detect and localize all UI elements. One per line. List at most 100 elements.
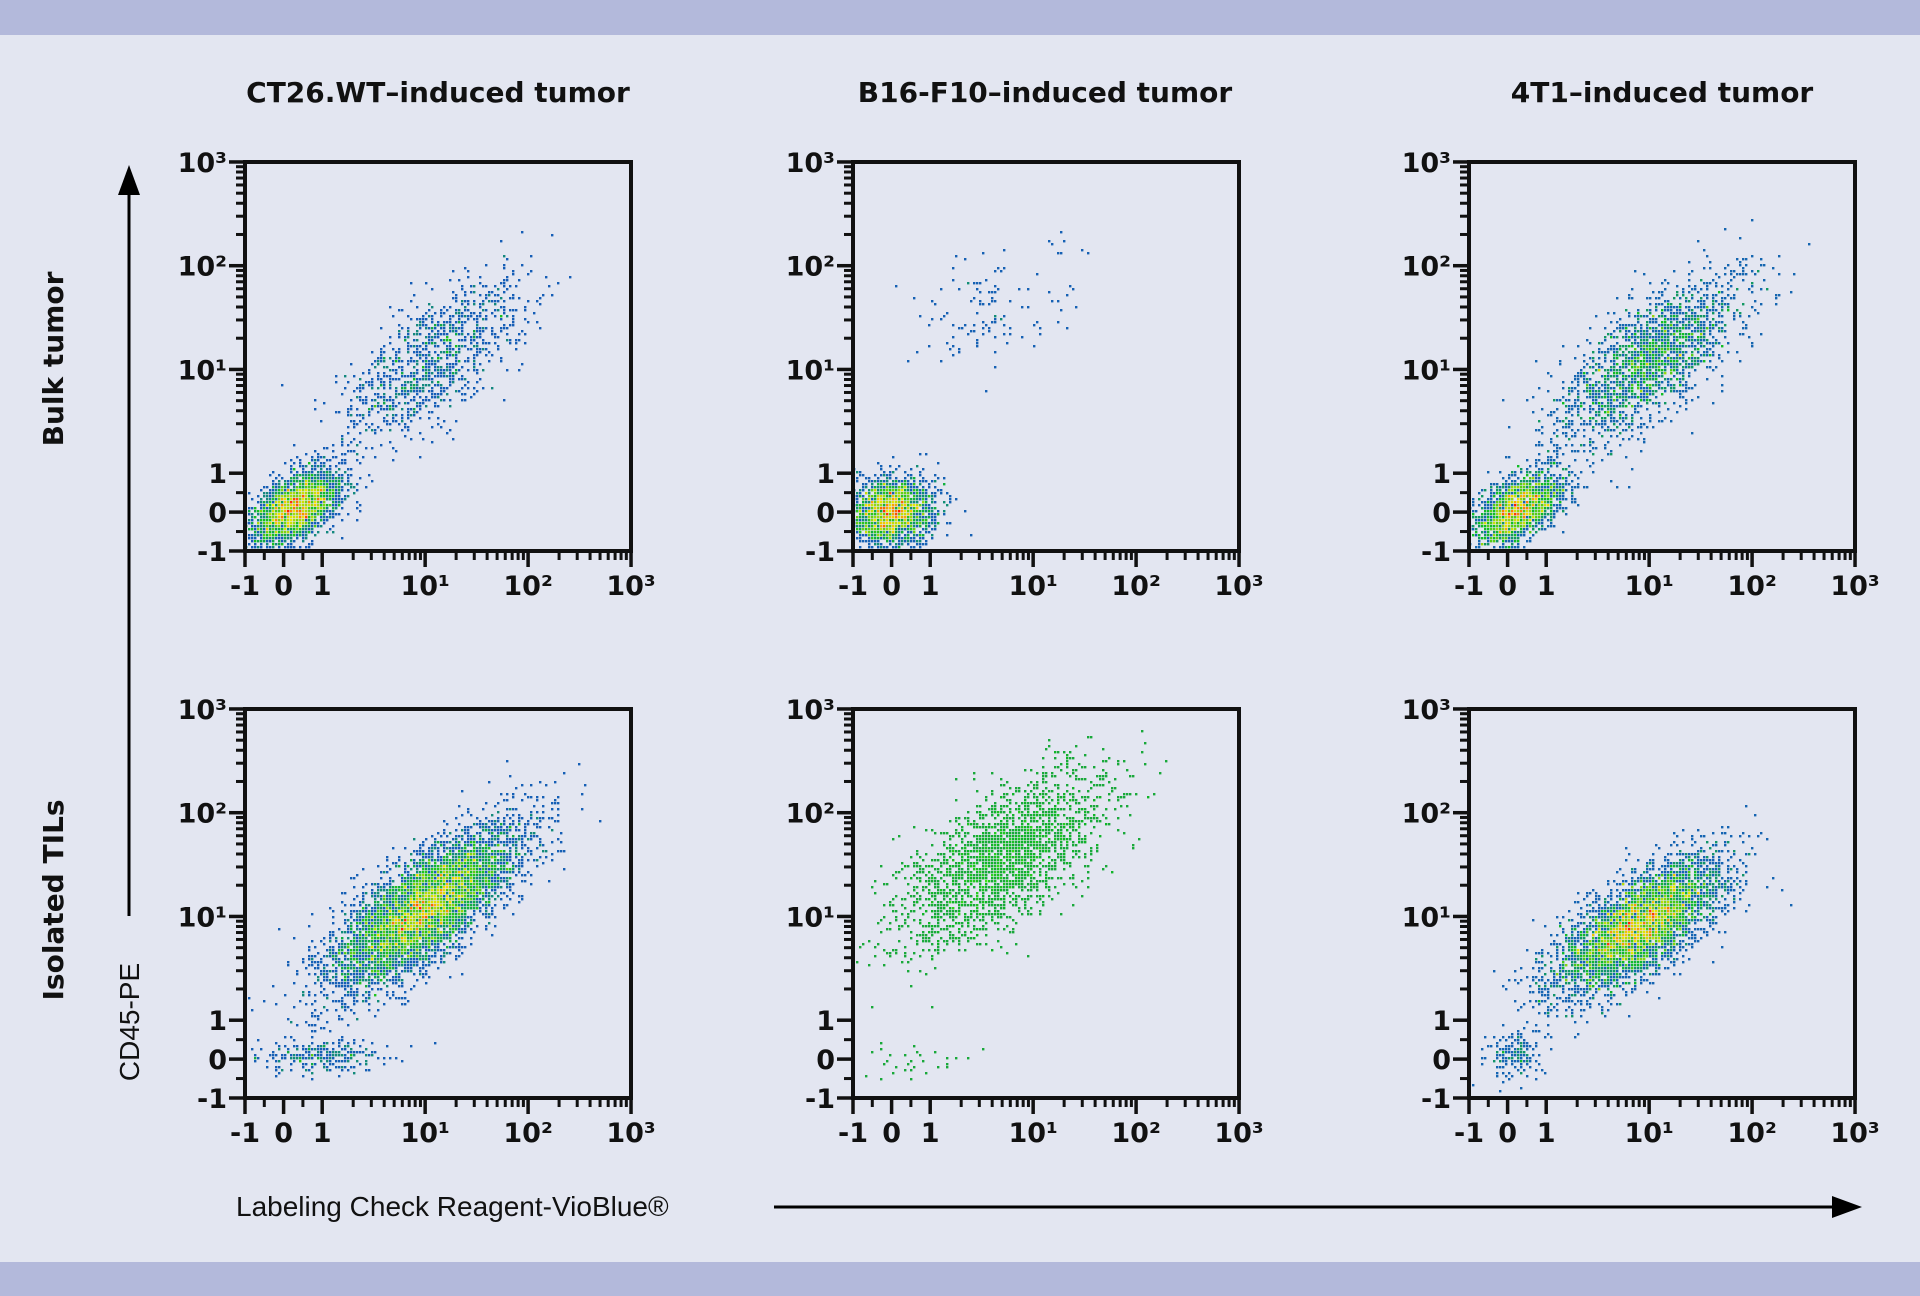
event-bin xyxy=(425,378,428,381)
event-bin xyxy=(287,507,290,510)
event-bin xyxy=(1778,255,1781,258)
event-bin xyxy=(404,381,407,384)
event-bin xyxy=(458,312,461,315)
event-bin xyxy=(1706,348,1709,351)
event-bin xyxy=(1625,327,1628,330)
event-bin xyxy=(470,835,473,838)
event-bin xyxy=(1496,528,1499,531)
event-bin xyxy=(1538,429,1541,432)
event-bin xyxy=(305,492,308,495)
event-bin xyxy=(862,507,865,510)
event-bin xyxy=(287,516,290,519)
event-bin xyxy=(907,525,910,528)
event-bin xyxy=(1697,318,1700,321)
event-bin xyxy=(500,282,503,285)
event-bin xyxy=(359,510,362,513)
event-bin xyxy=(991,300,994,303)
event-bin xyxy=(341,462,344,465)
event-bin xyxy=(1493,483,1496,486)
event-bin xyxy=(419,862,422,865)
event-bin xyxy=(1604,447,1607,450)
event-bin xyxy=(263,495,266,498)
event-bin xyxy=(449,315,452,318)
event-bin xyxy=(1607,378,1610,381)
event-bin xyxy=(416,354,419,357)
event-bin xyxy=(1484,525,1487,528)
event-bin xyxy=(1682,312,1685,315)
event-bin xyxy=(1700,315,1703,318)
event-bin xyxy=(254,543,257,546)
event-bin xyxy=(1559,462,1562,465)
event-bin xyxy=(1562,420,1565,423)
event-bin xyxy=(1661,363,1664,366)
event-bin xyxy=(425,366,428,369)
event-bin xyxy=(488,841,491,844)
event-bin xyxy=(1523,531,1526,534)
event-bin xyxy=(862,486,865,489)
event-bin xyxy=(449,330,452,333)
event-bin xyxy=(910,486,913,489)
event-bin xyxy=(1571,444,1574,447)
event-bin xyxy=(1601,417,1604,420)
event-bin xyxy=(485,850,488,853)
event-bin xyxy=(512,793,515,796)
event-bin xyxy=(1514,495,1517,498)
event-bin xyxy=(1529,501,1532,504)
event-bin xyxy=(488,829,491,832)
event-bin xyxy=(940,288,943,291)
event-bin xyxy=(1706,255,1709,258)
event-bin xyxy=(281,507,284,510)
event-bin xyxy=(272,516,275,519)
event-bin xyxy=(1628,390,1631,393)
event-bin xyxy=(425,336,428,339)
event-bin xyxy=(281,540,284,543)
event-bin xyxy=(1652,375,1655,378)
event-bin xyxy=(422,366,425,369)
event-bin xyxy=(937,513,940,516)
event-bin xyxy=(1655,348,1658,351)
event-bin xyxy=(886,522,889,525)
event-bin xyxy=(362,417,365,420)
event-bin xyxy=(901,516,904,519)
event-bin xyxy=(485,327,488,330)
event-bin xyxy=(1625,336,1628,339)
event-bin xyxy=(302,540,305,543)
event-bin xyxy=(1637,336,1640,339)
event-bin xyxy=(326,447,329,450)
event-bin xyxy=(506,826,509,829)
event-bin xyxy=(856,492,859,495)
event-bin xyxy=(266,513,269,516)
event-bin xyxy=(862,522,865,525)
event-bin xyxy=(1517,465,1520,468)
event-bin xyxy=(518,297,521,300)
event-bin xyxy=(1628,351,1631,354)
event-bin xyxy=(1676,321,1679,324)
event-bin xyxy=(290,507,293,510)
event-bin xyxy=(868,510,871,513)
event-bin xyxy=(407,363,410,366)
event-bin xyxy=(976,345,979,348)
event-bin xyxy=(898,522,901,525)
event-bin xyxy=(410,375,413,378)
event-bin xyxy=(898,486,901,489)
event-bin xyxy=(386,405,389,408)
event-bin xyxy=(248,534,251,537)
event-bin xyxy=(892,471,895,474)
event-bin xyxy=(1691,270,1694,273)
event-bin xyxy=(1625,399,1628,402)
event-bin xyxy=(868,546,871,549)
event-bin xyxy=(287,498,290,501)
event-bin xyxy=(1574,459,1577,462)
event-bin xyxy=(886,519,889,522)
event-bin xyxy=(473,859,476,862)
event-bin xyxy=(880,543,883,546)
event-bin xyxy=(377,363,380,366)
event-bin xyxy=(901,519,904,522)
event-bin xyxy=(389,369,392,372)
event-bin xyxy=(1532,528,1535,531)
event-bin xyxy=(503,817,506,820)
event-bin xyxy=(874,513,877,516)
event-bin xyxy=(500,297,503,300)
event-bin xyxy=(910,522,913,525)
event-bin xyxy=(1673,327,1676,330)
